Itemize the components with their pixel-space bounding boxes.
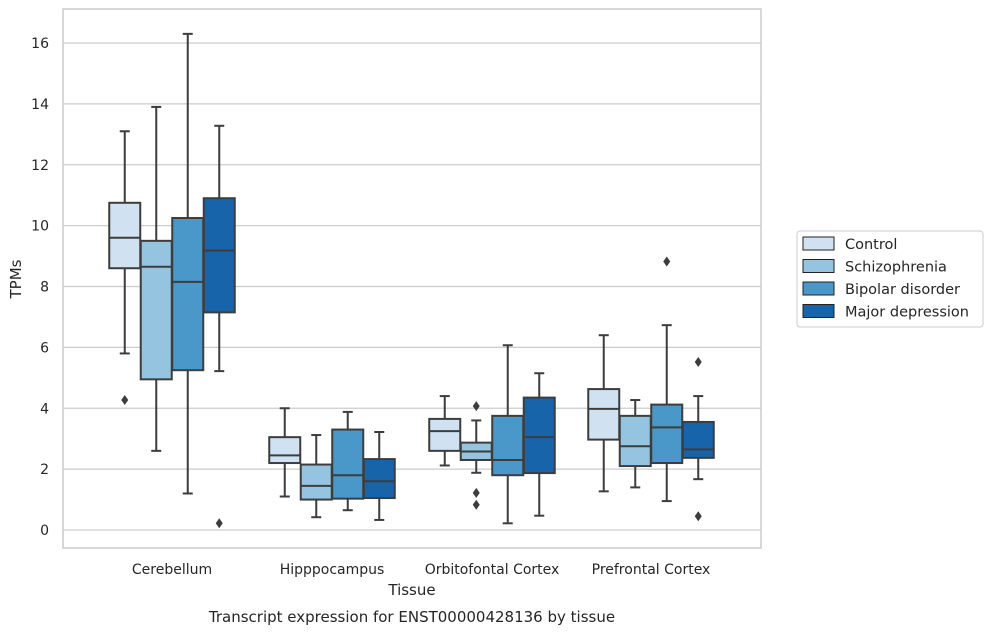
box-3-0 <box>587 334 621 493</box>
legend: Control Schizophrenia Bipolar disorder Majo… <box>796 230 984 328</box>
box-2-3 <box>522 372 556 517</box>
x-tick-label: Prefrontal Cortex <box>592 562 711 578</box>
iqr-box <box>299 463 333 501</box>
iqr-box <box>108 201 142 270</box>
y-tick-label: 6 <box>40 340 49 356</box>
legend-label: Control <box>845 237 897 253</box>
iqr-box <box>650 403 684 465</box>
legend-swatch <box>802 259 835 273</box>
y-axis-title: TPMs <box>7 259 25 299</box>
y-tick-label: 0 <box>40 523 49 539</box>
chart-title: Transcript expression for ENST0000042813… <box>208 608 615 626</box>
outlier-point <box>121 395 129 406</box>
y-tick-label: 12 <box>31 158 49 174</box>
outlier-point <box>472 499 480 510</box>
box-2-0 <box>428 395 462 467</box>
y-tick-label: 14 <box>31 97 49 113</box>
legend-label: Major depression <box>845 305 969 321</box>
x-tick-labels: Cerebellum Hipppocampus Orbitofontal Corte… <box>132 562 710 578</box>
iqr-box <box>139 239 173 381</box>
box-0-2 <box>171 32 205 495</box>
iqr-box <box>428 417 462 452</box>
iqr-box <box>268 436 302 465</box>
iqr-box <box>681 420 715 459</box>
box-3-1 <box>618 399 652 489</box>
x-tick-label: Orbitofontal Cortex <box>425 562 560 578</box>
box-1-3 <box>362 430 396 521</box>
y-tick-label: 10 <box>31 219 49 235</box>
iqr-box <box>522 396 556 475</box>
iqr-box <box>491 414 525 477</box>
iqr-box <box>202 197 236 314</box>
box-series <box>108 32 715 529</box>
y-tick-label: 8 <box>40 280 49 296</box>
box-2-2 <box>491 344 525 525</box>
box-3-3 <box>681 356 715 522</box>
box-2-1 <box>459 401 493 510</box>
y-tick-label: 4 <box>40 401 49 417</box>
box-0-1 <box>139 105 173 452</box>
outlier-point <box>663 256 671 267</box>
legend-label: Bipolar disorder <box>845 282 960 298</box>
legend-swatch <box>802 281 835 296</box>
box-0-0 <box>108 130 142 406</box>
iqr-box <box>331 428 365 500</box>
outlier-point <box>472 487 480 498</box>
outlier-point <box>694 356 702 367</box>
box-1-1 <box>299 434 333 519</box>
legend-label: Schizophrenia <box>845 260 947 276</box>
y-tick-labels: 0 2 4 6 8 10 12 14 16 <box>31 36 49 539</box>
iqr-box <box>618 414 652 468</box>
legend-frame <box>796 230 984 328</box>
legend-swatch <box>802 304 835 318</box>
iqr-box <box>171 217 205 372</box>
plot-frame <box>62 8 762 549</box>
iqr-box <box>362 458 396 500</box>
box-3-2 <box>650 256 684 503</box>
outlier-point <box>215 518 223 529</box>
x-tick-label: Hipppocampus <box>280 562 385 578</box>
x-tick-label: Cerebellum <box>132 562 212 578</box>
iqr-box <box>587 388 621 441</box>
y-tick-label: 16 <box>31 36 49 52</box>
outlier-point <box>472 401 480 412</box>
box-0-3 <box>202 124 236 529</box>
y-tick-label: 2 <box>40 462 49 478</box>
x-axis-title: Tissue <box>387 581 435 599</box>
outlier-point <box>694 511 702 522</box>
legend-swatch <box>802 236 835 251</box>
box-1-0 <box>268 407 302 498</box>
